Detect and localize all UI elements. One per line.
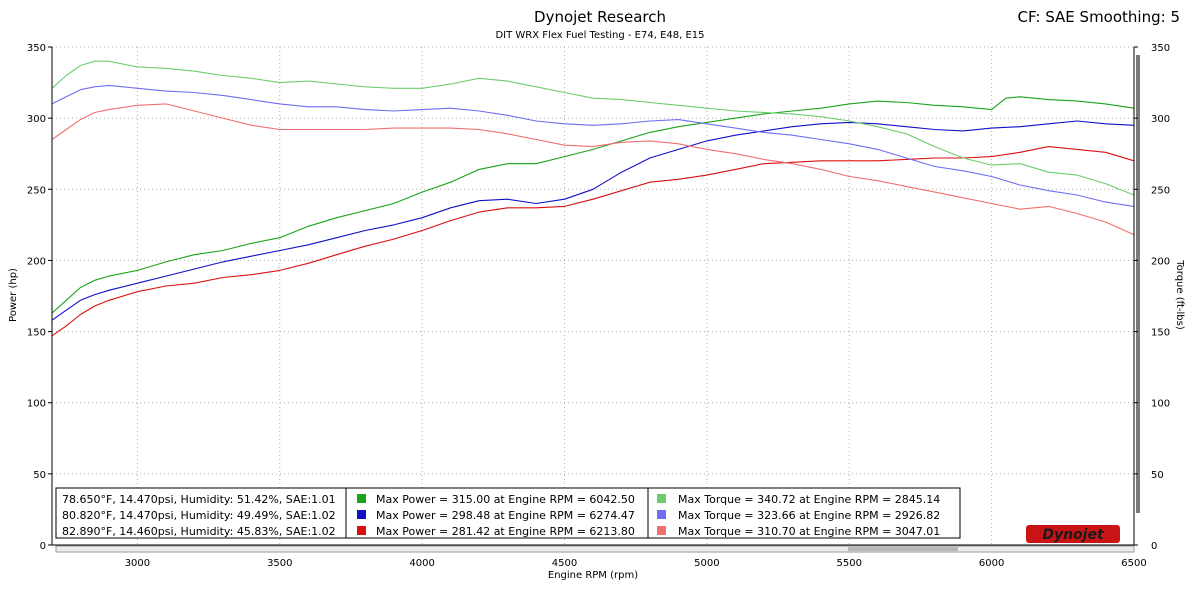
legend-conditions: 82.890°F, 14.460psi, Humidity: 45.83%, S… xyxy=(62,525,336,538)
y-tick-label-left: 200 xyxy=(27,256,46,267)
y-tick-label-right: 300 xyxy=(1151,114,1170,125)
legend-power-swatch xyxy=(357,494,366,503)
series-line-torque-3 xyxy=(51,60,1135,196)
legend: 78.650°F, 14.470psi, Humidity: 51.42%, S… xyxy=(55,487,961,539)
series-line-torque-4 xyxy=(51,84,1135,207)
y-tick-label-left: 150 xyxy=(27,328,46,339)
y-tick-label-left: 350 xyxy=(27,43,46,54)
x-tick-label: 6000 xyxy=(979,558,1004,569)
right-scroll-rail[interactable] xyxy=(1136,55,1140,513)
x-tick-label: 5500 xyxy=(837,558,862,569)
y-tick-label-right: 250 xyxy=(1151,185,1170,196)
legend-box xyxy=(55,487,961,539)
logo-badge xyxy=(1026,525,1120,543)
legend-max-power: Max Power = 298.48 at Engine RPM = 6274.… xyxy=(376,509,635,522)
x-tick-label: 5000 xyxy=(694,558,719,569)
y-axis-title-right: Torque (ft-lbs) xyxy=(1174,259,1185,330)
y-tick-label-right: 150 xyxy=(1151,328,1170,339)
y-axis-title-left: Power (hp) xyxy=(8,268,19,322)
legend-conditions: 78.650°F, 14.470psi, Humidity: 51.42%, S… xyxy=(62,493,336,506)
series-line-power-0 xyxy=(51,96,1135,314)
grid xyxy=(52,46,1135,546)
legend-conditions: 80.820°F, 14.470psi, Humidity: 49.49%, S… xyxy=(62,509,336,522)
cf-smoothing-label: CF: SAE Smoothing: 5 xyxy=(1017,8,1180,26)
legend-max-torque: Max Torque = 323.66 at Engine RPM = 2926… xyxy=(678,509,940,522)
y-tick-label-left: 250 xyxy=(27,185,46,196)
x-tick-label: 4000 xyxy=(409,558,434,569)
legend-torque-swatch xyxy=(657,526,666,535)
legend-max-torque: Max Torque = 310.70 at Engine RPM = 3047… xyxy=(678,525,940,538)
y-tick-label-left: 300 xyxy=(27,114,46,125)
legend-max-torque: Max Torque = 340.72 at Engine RPM = 2845… xyxy=(678,493,940,506)
logo-text: Dynojet xyxy=(1042,527,1105,543)
series-lines xyxy=(51,60,1135,337)
y-tick-label-right: 350 xyxy=(1151,43,1170,54)
scroll-strip[interactable] xyxy=(55,545,1135,553)
chart-title: Dynojet Research xyxy=(534,8,666,26)
y-tick-label-right: 0 xyxy=(1151,541,1157,552)
dynojet-logo: Dynojet xyxy=(1026,525,1120,543)
x-tick-label: 4500 xyxy=(552,558,577,569)
scroll-thumb[interactable] xyxy=(848,547,958,551)
x-axis-title: Engine RPM (rpm) xyxy=(548,570,638,581)
axes: 0 0 50 50 100 100 150 150 200 200 250 250 300 300 350 3… xyxy=(27,43,1170,569)
legend-torque-swatch xyxy=(657,510,666,519)
legend-max-power: Max Power = 315.00 at Engine RPM = 6042.… xyxy=(376,493,635,506)
series-line-power-2 xyxy=(51,146,1135,337)
legend-max-power: Max Power = 281.42 at Engine RPM = 6213.… xyxy=(376,525,635,538)
y-tick-label-left: 100 xyxy=(27,399,46,410)
legend-power-swatch xyxy=(357,510,366,519)
y-tick-label-left: 50 xyxy=(33,470,46,481)
chart-subtitle: DIT WRX Flex Fuel Testing - E74, E48, E1… xyxy=(495,30,704,41)
x-tick-label: 3000 xyxy=(125,558,150,569)
series-line-power-1 xyxy=(51,120,1135,321)
y-tick-label-right: 50 xyxy=(1151,470,1164,481)
y-tick-label-left: 0 xyxy=(40,541,46,552)
y-tick-label-right: 200 xyxy=(1151,256,1170,267)
legend-power-swatch xyxy=(357,526,366,535)
y-tick-label-right: 100 xyxy=(1151,399,1170,410)
x-tick-label: 6500 xyxy=(1121,558,1146,569)
series-line-torque-5 xyxy=(51,103,1135,236)
x-tick-label: 3500 xyxy=(267,558,292,569)
legend-torque-swatch xyxy=(657,494,666,503)
